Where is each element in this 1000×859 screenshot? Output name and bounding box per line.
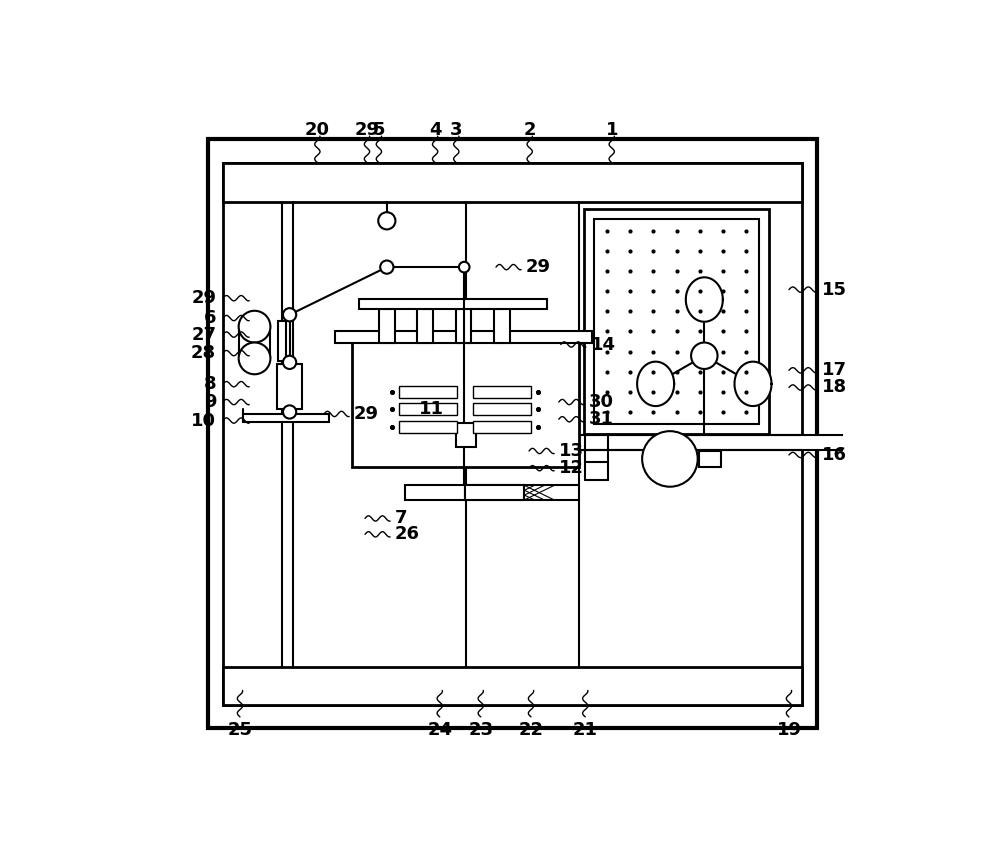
Circle shape bbox=[283, 405, 296, 418]
Text: 7: 7 bbox=[395, 509, 407, 527]
Circle shape bbox=[239, 311, 270, 343]
Text: 13: 13 bbox=[559, 442, 584, 460]
Text: 18: 18 bbox=[822, 379, 847, 397]
Text: 17: 17 bbox=[822, 362, 847, 380]
Bar bbox=[473, 387, 531, 398]
Circle shape bbox=[691, 343, 718, 369]
Bar bbox=[579, 436, 946, 449]
Text: 23: 23 bbox=[468, 721, 493, 739]
Bar bbox=[494, 309, 510, 343]
Bar bbox=[699, 451, 721, 467]
Text: 14: 14 bbox=[591, 336, 616, 354]
Bar bbox=[278, 321, 286, 361]
Text: 9: 9 bbox=[204, 393, 216, 411]
Text: 29: 29 bbox=[354, 120, 379, 138]
Text: 19: 19 bbox=[776, 721, 801, 739]
Circle shape bbox=[642, 431, 698, 487]
Bar bbox=[359, 299, 547, 309]
Bar bbox=[456, 309, 471, 343]
Circle shape bbox=[239, 343, 270, 375]
Text: 26: 26 bbox=[395, 526, 420, 544]
Text: 27: 27 bbox=[191, 326, 216, 344]
Text: 29: 29 bbox=[354, 405, 379, 423]
Text: 11: 11 bbox=[419, 399, 444, 417]
Text: 12: 12 bbox=[559, 460, 584, 478]
Circle shape bbox=[380, 260, 393, 274]
Bar bbox=[473, 421, 531, 433]
Text: 29: 29 bbox=[191, 289, 216, 308]
Text: 21: 21 bbox=[573, 721, 598, 739]
Text: 29: 29 bbox=[526, 258, 551, 276]
Bar bbox=[399, 387, 457, 398]
Text: 5: 5 bbox=[373, 120, 385, 138]
Text: 4: 4 bbox=[429, 120, 441, 138]
Text: 3: 3 bbox=[450, 120, 463, 138]
Bar bbox=[223, 667, 802, 705]
Text: 30: 30 bbox=[589, 393, 614, 411]
Bar bbox=[417, 309, 433, 343]
Bar bbox=[399, 421, 457, 433]
Bar bbox=[594, 219, 759, 423]
Text: 22: 22 bbox=[519, 721, 544, 739]
Circle shape bbox=[283, 308, 296, 321]
Text: 10: 10 bbox=[191, 411, 216, 430]
Bar bbox=[399, 404, 457, 415]
Bar bbox=[277, 363, 302, 409]
Bar bbox=[208, 139, 817, 728]
Bar bbox=[379, 309, 395, 343]
Bar bbox=[223, 162, 802, 705]
Bar bbox=[465, 485, 524, 500]
Polygon shape bbox=[686, 277, 723, 322]
Text: 15: 15 bbox=[822, 281, 847, 299]
Bar bbox=[405, 485, 465, 500]
Text: 20: 20 bbox=[305, 120, 330, 138]
Text: 31: 31 bbox=[589, 411, 614, 429]
Bar bbox=[335, 331, 592, 343]
Circle shape bbox=[459, 262, 470, 272]
Bar bbox=[473, 404, 531, 415]
Polygon shape bbox=[735, 362, 772, 406]
Text: 8: 8 bbox=[204, 375, 216, 393]
Polygon shape bbox=[637, 362, 674, 406]
Circle shape bbox=[378, 212, 395, 229]
Circle shape bbox=[283, 356, 296, 369]
Text: 16: 16 bbox=[822, 446, 847, 464]
Bar bbox=[456, 423, 476, 447]
Text: 25: 25 bbox=[227, 721, 252, 739]
Bar bbox=[352, 338, 579, 467]
Text: 28: 28 bbox=[191, 344, 216, 362]
Text: 24: 24 bbox=[427, 721, 452, 739]
Text: 2: 2 bbox=[523, 120, 536, 138]
Bar bbox=[223, 162, 802, 203]
Bar bbox=[243, 414, 329, 422]
Text: 1: 1 bbox=[605, 120, 618, 138]
Text: 6: 6 bbox=[204, 309, 216, 327]
Bar bbox=[584, 209, 769, 434]
